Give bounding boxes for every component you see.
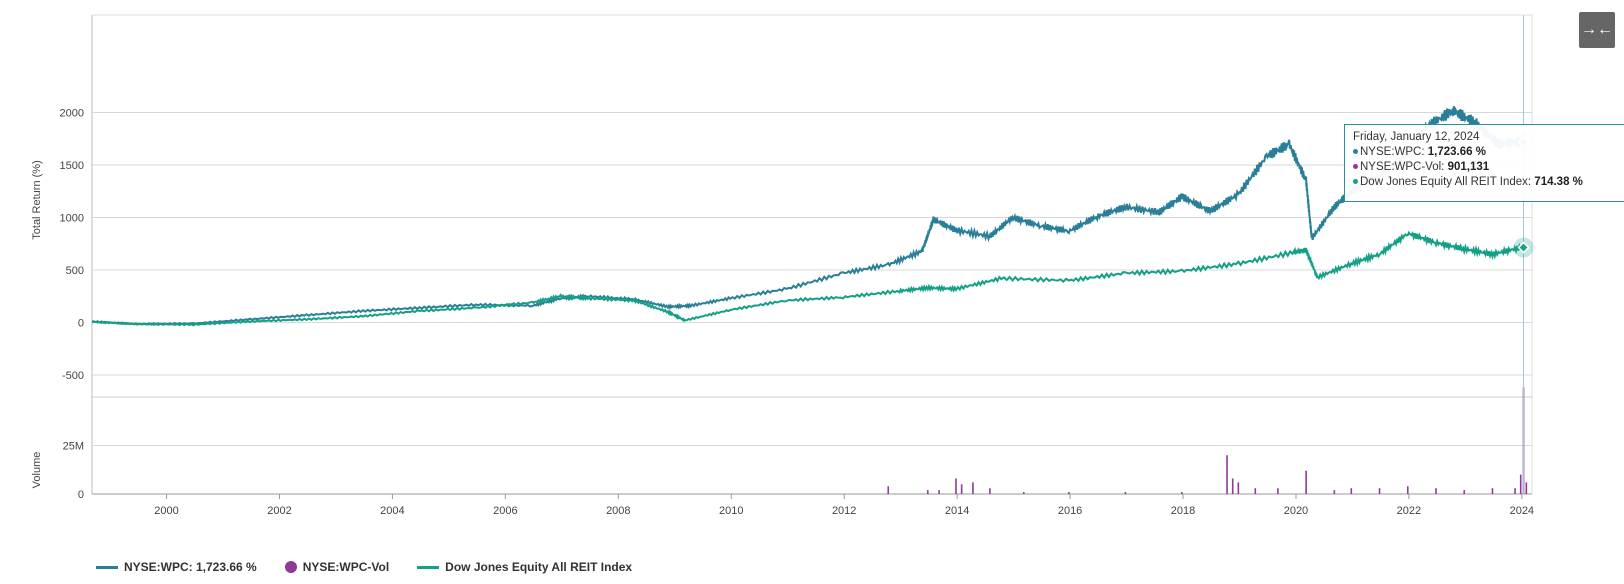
tooltip: Friday, January 12, 2024 NYSE:WPC: 1,723… [1344,124,1624,202]
volume-bar [1226,455,1228,494]
x-tick-label: 2000 [154,505,178,517]
x-axis-ticks: 2000 2002 2004 2006 2008 2010 2012 2014 2016 2018… [154,494,1534,517]
volume-bar [1333,490,1336,494]
y-tick-label: 1000 [60,213,84,225]
volume-bar [960,484,963,494]
volume-tick-label: 25M [63,441,84,453]
volume-bar [1277,488,1279,494]
volume-tick-label: 0 [78,489,84,501]
grid-lines [91,14,1533,495]
legend-dot-icon [284,561,297,573]
x-tick-label: 2004 [380,505,404,517]
volume-bar [1181,492,1183,494]
y-axis-title: Total Return (%) [31,160,43,239]
volume-bar [1406,486,1409,494]
x-tick-label: 2002 [267,505,291,517]
series-dot-icon [1353,149,1358,155]
volume-bar [955,478,957,494]
volume-bar [989,488,991,494]
volume-bar [1350,488,1353,494]
x-tick-label: 2010 [719,505,743,517]
series-dot-icon [1353,179,1358,185]
hover-markers [1513,15,1534,494]
tooltip-row-vol: NYSE:WPC-Vol: 901,131 [1353,160,1619,175]
x-tick-label: 2016 [1058,505,1082,517]
x-tick-label: 2018 [1171,505,1195,517]
x-tick-label: 2008 [606,505,630,517]
volume-bar [1237,482,1240,494]
tooltip-label: NYSE:WPC: [1360,146,1425,158]
volume-bar [1231,478,1234,494]
y-tick-label: -500 [62,370,84,382]
volume-bar [1378,488,1381,494]
volume-bar [972,482,974,494]
volume-bar [887,486,890,494]
volume-bar [1068,492,1070,494]
volume-bar [926,490,929,494]
y-tick-label: 2000 [60,108,84,120]
x-tick-label: 2006 [493,505,517,517]
reset-zoom-button[interactable]: →← [1579,12,1615,48]
y-tick-label: 0 [78,318,84,330]
volume-axis-ticks: 25M 0 [63,441,84,502]
x-tick-label: 2022 [1397,505,1421,517]
volume-bar [1514,488,1516,494]
volume-axis-title: Volume [31,452,43,489]
y-axis-ticks: 2000 1500 1000 500 0 -500 [60,108,84,383]
volume-bar [1124,492,1127,494]
series-line-reit [91,230,1522,327]
volume-bar [1435,488,1437,494]
hover-marker-reit [1517,241,1530,254]
legend-label: NYSE:WPC-Vol [302,560,390,574]
y-tick-label: 500 [66,265,84,277]
volume-bar [1525,482,1528,494]
volume-bars [887,387,1528,494]
series-dot-icon [1353,164,1358,170]
legend-item-reit[interactable]: Dow Jones Equity All REIT Index [417,560,632,574]
tooltip-label: Dow Jones Equity All REIT Index: [1360,176,1532,188]
legend-label: Dow Jones Equity All REIT Index [445,560,633,574]
tooltip-value: 714.38 % [1534,176,1583,188]
volume-bar [1305,470,1307,494]
tooltip-label: NYSE:WPC-Vol: [1360,161,1445,173]
volume-bar [1463,490,1466,494]
tooltip-value: 1,723.66 % [1427,146,1486,158]
legend: NYSE:WPC: 1,723.66 % NYSE:WPC-Vol Dow Jo… [96,560,632,574]
series-line-wpc [92,106,1522,326]
x-tick-label: 2024 [1510,505,1534,517]
tooltip-row-wpc: NYSE:WPC: 1,723.66 % [1353,145,1619,160]
volume-bar [938,490,940,494]
x-tick-label: 2014 [945,505,969,517]
tooltip-row-reit: Dow Jones Equity All REIT Index: 714.38 … [1353,175,1619,190]
volume-bar [1491,488,1494,494]
volume-bar [1519,474,1522,494]
legend-line-icon [96,565,118,569]
legend-item-wpc[interactable]: NYSE:WPC: 1,723.66 % [96,560,257,574]
y-tick-label: 1500 [60,160,84,172]
legend-label: NYSE:WPC: 1,723.66 % [124,560,257,574]
x-tick-label: 2020 [1284,505,1308,517]
volume-bar [1254,488,1257,494]
collapse-arrows-icon: →← [1581,21,1613,38]
legend-line-icon [417,565,440,569]
tooltip-value: 901,131 [1447,161,1490,173]
legend-item-vol[interactable]: NYSE:WPC-Vol [284,560,390,574]
volume-bar [1022,492,1025,494]
tooltip-date: Friday, January 12, 2024 [1353,131,1480,143]
series-lines [91,106,1522,327]
x-tick-label: 2012 [832,505,856,517]
